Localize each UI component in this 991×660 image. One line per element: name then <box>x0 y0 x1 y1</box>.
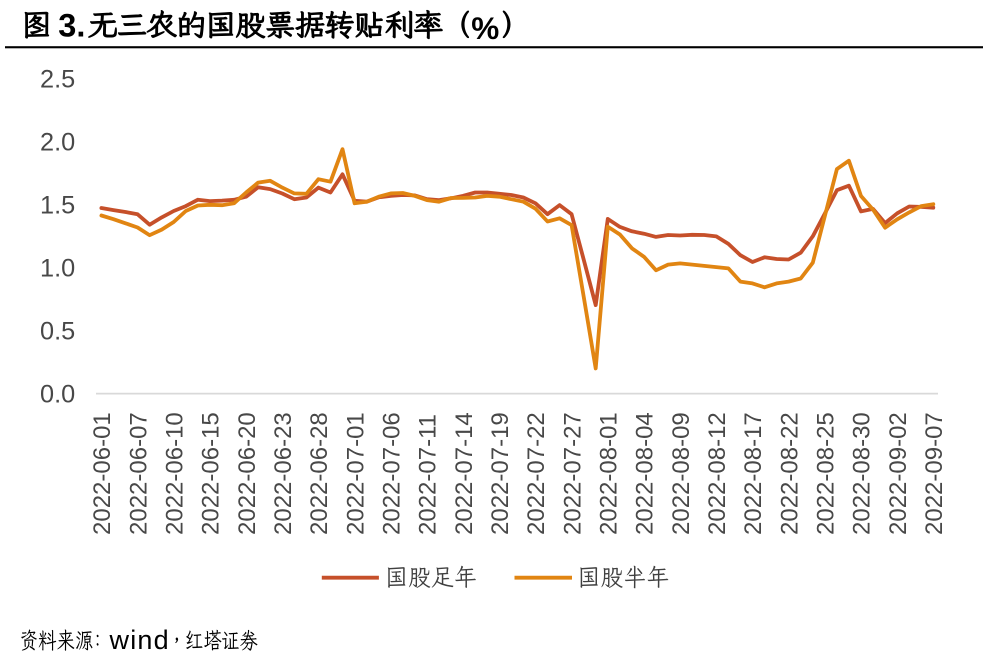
svg-text:1.5: 1.5 <box>40 192 75 220</box>
svg-text:2022-08-12: 2022-08-12 <box>704 412 731 535</box>
svg-text:2022-08-01: 2022-08-01 <box>596 412 623 535</box>
svg-text:2022-07-06: 2022-07-06 <box>379 412 406 535</box>
svg-text:2022-07-14: 2022-07-14 <box>451 412 478 535</box>
svg-text:0.0: 0.0 <box>40 380 75 408</box>
svg-text:2022-06-23: 2022-06-23 <box>270 412 297 535</box>
svg-text:3.: 3. <box>58 8 85 44</box>
svg-text:2022-08-25: 2022-08-25 <box>813 412 840 535</box>
svg-text:2022-07-22: 2022-07-22 <box>523 412 550 535</box>
svg-text:2022-06-28: 2022-06-28 <box>306 412 333 535</box>
svg-text:wind: wind <box>109 625 170 655</box>
svg-text:2022-09-02: 2022-09-02 <box>885 412 912 535</box>
svg-text:2022-06-20: 2022-06-20 <box>234 412 261 535</box>
svg-text:2022-06-10: 2022-06-10 <box>161 412 188 535</box>
svg-text:1.0: 1.0 <box>40 255 75 283</box>
svg-text:2022-06-01: 2022-06-01 <box>89 412 116 535</box>
svg-text:%: % <box>471 10 499 46</box>
svg-text:2022-07-27: 2022-07-27 <box>559 412 586 535</box>
svg-text:2022-06-07: 2022-06-07 <box>125 412 152 535</box>
svg-text:2022-08-09: 2022-08-09 <box>668 412 695 535</box>
svg-text:2022-08-04: 2022-08-04 <box>632 412 659 535</box>
svg-text:2022-07-19: 2022-07-19 <box>487 412 514 535</box>
svg-text:2022-07-11: 2022-07-11 <box>415 414 442 535</box>
svg-text:2.5: 2.5 <box>40 66 75 94</box>
svg-text:2022-08-30: 2022-08-30 <box>849 412 876 535</box>
svg-text:0.5: 0.5 <box>40 317 75 345</box>
svg-text:2.0: 2.0 <box>40 129 75 157</box>
svg-text:2022-06-15: 2022-06-15 <box>198 412 225 535</box>
svg-text:2022-08-17: 2022-08-17 <box>740 412 767 535</box>
svg-text:2022-07-01: 2022-07-01 <box>342 412 369 535</box>
svg-text:2022-08-22: 2022-08-22 <box>776 412 803 535</box>
svg-text:2022-09-07: 2022-09-07 <box>921 412 948 535</box>
